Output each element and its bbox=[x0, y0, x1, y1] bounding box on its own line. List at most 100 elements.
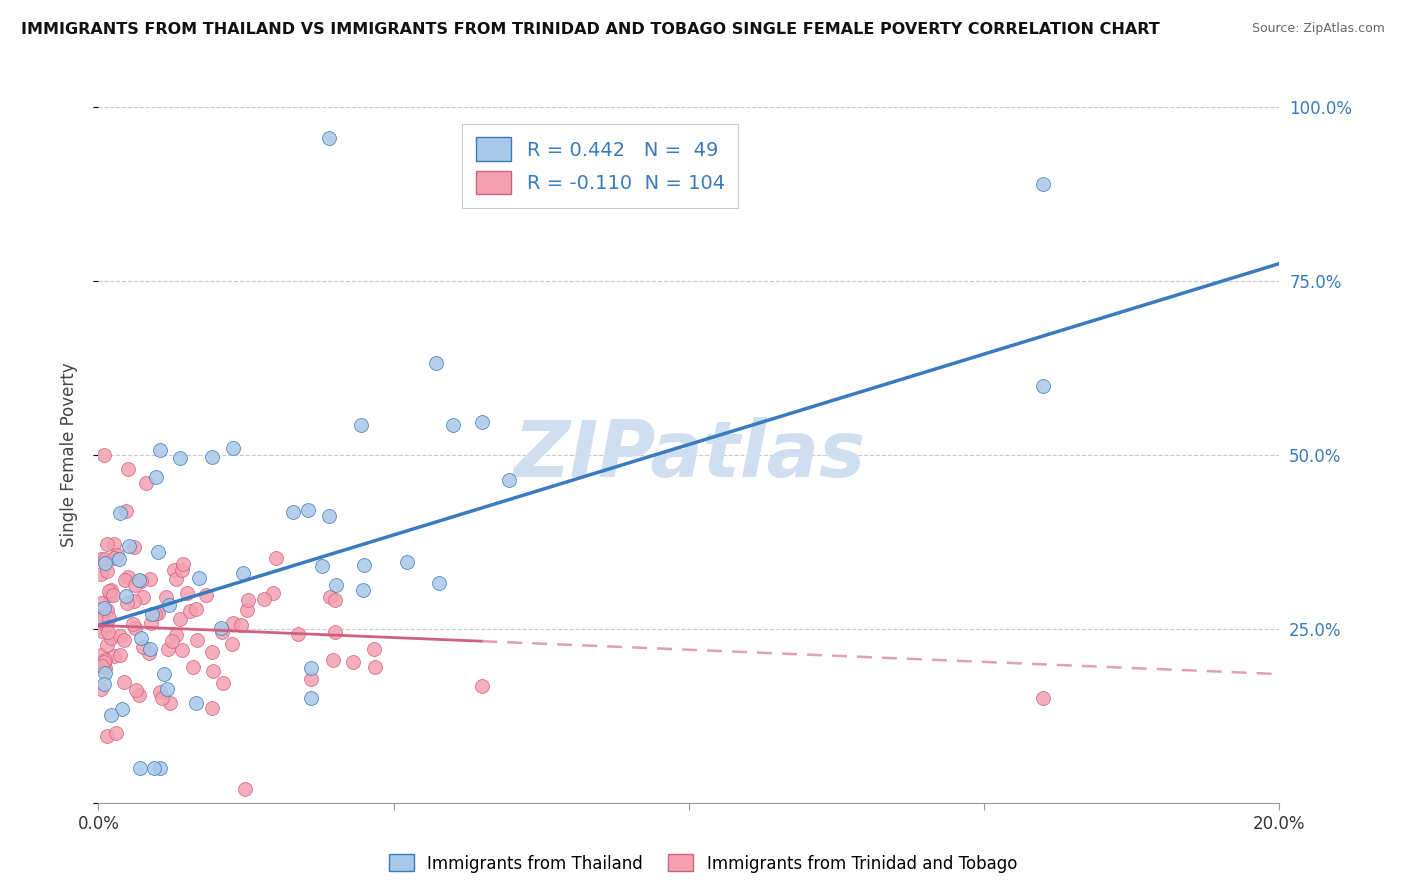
Point bbox=[94, 661, 117, 675]
Point bbox=[97, 624, 120, 639]
Point bbox=[159, 696, 181, 710]
Point bbox=[112, 674, 135, 689]
Point bbox=[117, 570, 139, 584]
Point bbox=[169, 451, 191, 466]
Point bbox=[114, 573, 136, 587]
Point bbox=[105, 726, 128, 740]
Point bbox=[90, 597, 112, 611]
Point bbox=[441, 417, 464, 432]
Point bbox=[281, 505, 304, 519]
Point bbox=[141, 616, 163, 631]
Point bbox=[132, 640, 155, 654]
Point bbox=[97, 611, 120, 625]
Point bbox=[143, 607, 166, 621]
Point bbox=[149, 685, 172, 699]
Point bbox=[211, 624, 233, 639]
Point bbox=[350, 417, 373, 432]
Point bbox=[150, 690, 173, 705]
Point bbox=[90, 624, 112, 638]
Point bbox=[96, 603, 118, 617]
Point bbox=[232, 566, 254, 581]
Point bbox=[124, 577, 146, 591]
Point bbox=[352, 582, 374, 597]
Point bbox=[299, 672, 322, 686]
Point bbox=[471, 679, 494, 693]
Point bbox=[96, 564, 118, 578]
Point bbox=[221, 637, 243, 651]
Point bbox=[165, 572, 187, 586]
Point bbox=[364, 660, 387, 674]
Text: IMMIGRANTS FROM THAILAND VS IMMIGRANTS FROM TRINIDAD AND TOBAGO SINGLE FEMALE PO: IMMIGRANTS FROM THAILAND VS IMMIGRANTS F… bbox=[21, 22, 1160, 37]
Point bbox=[155, 590, 177, 604]
Point bbox=[253, 591, 276, 606]
Point bbox=[94, 618, 117, 632]
Point bbox=[236, 603, 259, 617]
Point bbox=[184, 602, 207, 616]
Point bbox=[172, 563, 194, 577]
Point bbox=[395, 555, 418, 569]
Text: ZIPatlas: ZIPatlas bbox=[513, 417, 865, 493]
Point bbox=[94, 556, 117, 570]
Point bbox=[138, 642, 160, 657]
Point bbox=[165, 627, 187, 641]
Point bbox=[176, 586, 198, 600]
Point bbox=[90, 681, 112, 696]
Point bbox=[90, 611, 112, 625]
Point bbox=[90, 658, 112, 673]
Point bbox=[90, 612, 112, 626]
Point bbox=[90, 602, 112, 616]
Point bbox=[318, 131, 340, 145]
Point bbox=[115, 503, 138, 517]
Point bbox=[145, 470, 167, 484]
Point bbox=[471, 415, 494, 429]
Point bbox=[363, 642, 385, 657]
Point bbox=[100, 582, 122, 597]
Point bbox=[100, 707, 122, 722]
Point bbox=[94, 552, 117, 566]
Point bbox=[93, 655, 115, 669]
Point bbox=[186, 633, 208, 648]
Point bbox=[117, 539, 139, 553]
Point bbox=[209, 622, 232, 636]
Point bbox=[96, 730, 118, 744]
Point bbox=[135, 475, 157, 490]
Point bbox=[97, 584, 120, 599]
Point bbox=[157, 642, 180, 657]
Point bbox=[201, 645, 224, 659]
Point bbox=[110, 702, 132, 716]
Point bbox=[211, 676, 233, 690]
Point bbox=[90, 620, 112, 634]
Point bbox=[107, 548, 129, 562]
Point bbox=[156, 681, 179, 696]
Point bbox=[183, 660, 205, 674]
Point bbox=[124, 621, 146, 635]
Point bbox=[138, 646, 160, 660]
Point bbox=[129, 632, 152, 646]
Point bbox=[103, 537, 125, 551]
Point bbox=[498, 473, 520, 487]
Point bbox=[297, 502, 319, 516]
Point bbox=[149, 442, 172, 457]
Point bbox=[128, 761, 150, 775]
Point bbox=[231, 617, 253, 632]
Point bbox=[160, 634, 183, 648]
Point bbox=[319, 590, 342, 604]
Point bbox=[103, 550, 125, 565]
Point bbox=[179, 604, 201, 618]
Point bbox=[287, 627, 309, 641]
Point bbox=[163, 563, 186, 577]
Point bbox=[122, 617, 145, 632]
Point bbox=[90, 567, 112, 582]
Point bbox=[170, 642, 193, 657]
Point bbox=[93, 677, 115, 691]
Point bbox=[125, 682, 148, 697]
Point bbox=[299, 691, 322, 706]
Y-axis label: Single Female Poverty: Single Female Poverty bbox=[59, 363, 77, 547]
Point bbox=[108, 629, 131, 643]
Point bbox=[172, 558, 194, 572]
Point bbox=[94, 653, 117, 667]
Point bbox=[425, 356, 447, 370]
Legend: Immigrants from Thailand, Immigrants from Trinidad and Tobago: Immigrants from Thailand, Immigrants fro… bbox=[382, 847, 1024, 880]
Point bbox=[1032, 379, 1054, 393]
Point bbox=[236, 593, 259, 607]
